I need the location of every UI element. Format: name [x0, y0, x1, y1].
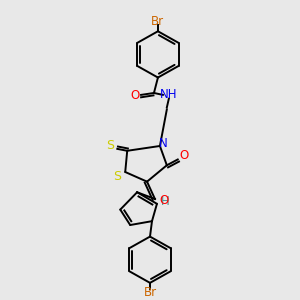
Text: O: O [179, 149, 188, 162]
Text: O: O [159, 194, 169, 207]
Text: S: S [106, 139, 114, 152]
Text: Br: Br [152, 15, 164, 28]
Text: H: H [160, 195, 169, 208]
Text: N: N [158, 136, 167, 150]
Text: Br: Br [143, 286, 157, 299]
Text: S: S [113, 170, 121, 183]
Text: NH: NH [160, 88, 178, 101]
Text: O: O [130, 89, 140, 102]
